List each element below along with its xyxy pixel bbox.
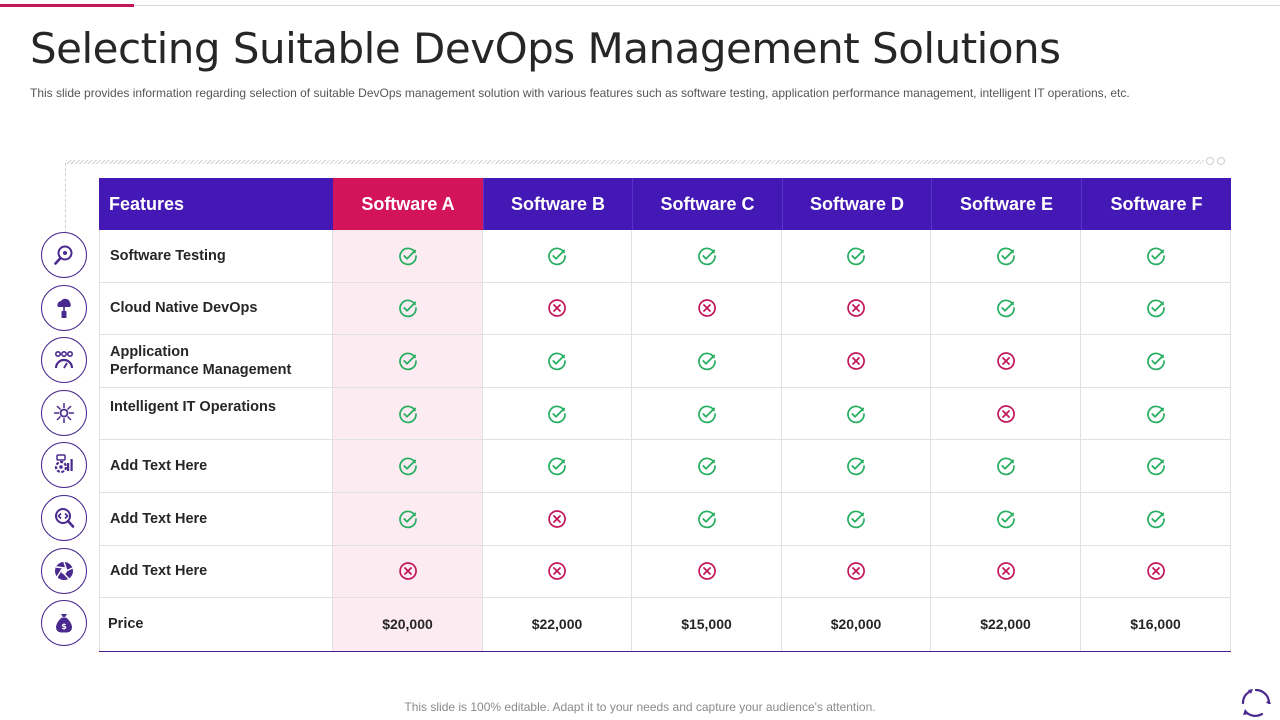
check-icon — [632, 440, 782, 493]
performance-gauge-icon — [54, 351, 74, 369]
money-bag-icon: $ — [56, 614, 72, 633]
check-icon — [1081, 335, 1231, 388]
header-software-d: Software D — [782, 178, 931, 230]
code-search-icon — [55, 508, 75, 528]
check-icon — [1081, 230, 1231, 283]
check-icon — [1081, 387, 1231, 441]
check-icon — [483, 335, 632, 388]
check-icon — [483, 440, 632, 493]
check-icon — [333, 440, 483, 493]
header-software-f: Software F — [1081, 178, 1231, 230]
cross-icon — [483, 282, 632, 336]
check-icon — [931, 282, 1081, 336]
check-icon — [333, 230, 483, 283]
cross-icon — [1081, 545, 1231, 599]
network-hub-icon — [54, 402, 74, 423]
top-rule — [0, 5, 1280, 6]
feature-label-line: Application — [110, 343, 189, 360]
check-icon — [333, 492, 483, 546]
feature-label-add-text-here: Add Text Here — [99, 492, 333, 546]
feature-label-add-text-here: Add Text Here — [99, 545, 333, 599]
feature-icon-circle: $ — [41, 600, 87, 647]
price-value: $22,000 — [483, 598, 632, 651]
svg-text:$: $ — [61, 622, 67, 631]
check-icon — [632, 387, 782, 441]
decorative-dashed-line — [65, 163, 66, 233]
feature-icon-circle — [41, 284, 87, 331]
feature-icon-circle — [41, 547, 87, 594]
price-value: $15,000 — [632, 598, 782, 651]
cross-icon — [931, 335, 1081, 388]
cross-icon — [782, 335, 931, 388]
check-icon — [782, 492, 931, 546]
refresh-icon — [1241, 688, 1271, 717]
aperture-icon — [55, 561, 73, 580]
decorative-dots — [1206, 157, 1225, 165]
cross-icon — [931, 387, 1081, 441]
feature-label-software-testing: Software Testing — [99, 230, 333, 283]
check-icon — [931, 440, 1081, 493]
feature-icon-circle — [41, 232, 87, 278]
header-software-c: Software C — [632, 178, 782, 230]
cross-icon — [632, 545, 782, 599]
check-icon — [782, 387, 931, 441]
check-icon — [1081, 492, 1231, 546]
comparison-table: Features Software A Software B Software … — [99, 178, 1231, 652]
check-icon — [632, 335, 782, 388]
cross-icon — [931, 545, 1081, 599]
cloud-server-icon — [57, 298, 71, 318]
check-icon — [931, 230, 1081, 283]
feature-label-intelligent-it-operations: Intelligent IT Operations — [99, 387, 333, 441]
header-software-a: Software A — [333, 178, 483, 230]
cross-icon — [483, 492, 632, 546]
decorative-hatched-line — [66, 160, 1204, 164]
feature-label-line: Performance Management — [110, 361, 292, 378]
feature-icon-circle — [41, 337, 87, 384]
page-subtitle: This slide provides information regardin… — [30, 86, 1130, 100]
feature-label-add-text-here: Add Text Here — [99, 440, 333, 493]
check-icon — [483, 387, 632, 441]
check-icon — [931, 492, 1081, 546]
feature-icon-circle — [41, 495, 87, 541]
price-value: $22,000 — [931, 598, 1081, 651]
footer-note: This slide is 100% editable. Adapt it to… — [404, 700, 876, 714]
check-icon — [632, 230, 782, 283]
feature-label-application-performance-management: Application Performance Management — [99, 335, 333, 388]
check-icon — [333, 387, 483, 441]
check-icon — [1081, 440, 1231, 493]
feature-label-cloud-native-devops: Cloud Native DevOps — [99, 282, 333, 336]
header-features: Features — [99, 178, 333, 230]
magnifier-icon — [54, 245, 73, 265]
feature-icon-circle — [41, 389, 87, 436]
check-icon — [782, 440, 931, 493]
price-value: $20,000 — [333, 598, 483, 651]
settings-chart-icon — [54, 454, 73, 474]
cross-icon — [483, 545, 632, 599]
price-value: $20,000 — [782, 598, 931, 651]
feature-icon-circle — [41, 442, 87, 489]
cross-icon — [782, 545, 931, 599]
check-icon — [632, 492, 782, 546]
page-title: Selecting Suitable DevOps Management Sol… — [30, 24, 1061, 73]
top-accent-bar — [0, 4, 134, 7]
check-icon — [333, 282, 483, 336]
price-value: $16,000 — [1081, 598, 1231, 651]
header-software-b: Software B — [483, 178, 632, 230]
check-icon — [333, 335, 483, 388]
check-icon — [782, 230, 931, 283]
cross-icon — [333, 545, 483, 599]
header-software-e: Software E — [931, 178, 1081, 230]
check-icon — [483, 230, 632, 283]
cross-icon — [632, 282, 782, 336]
cross-icon — [782, 282, 931, 336]
price-label: Price — [99, 598, 333, 651]
check-icon — [1081, 282, 1231, 336]
